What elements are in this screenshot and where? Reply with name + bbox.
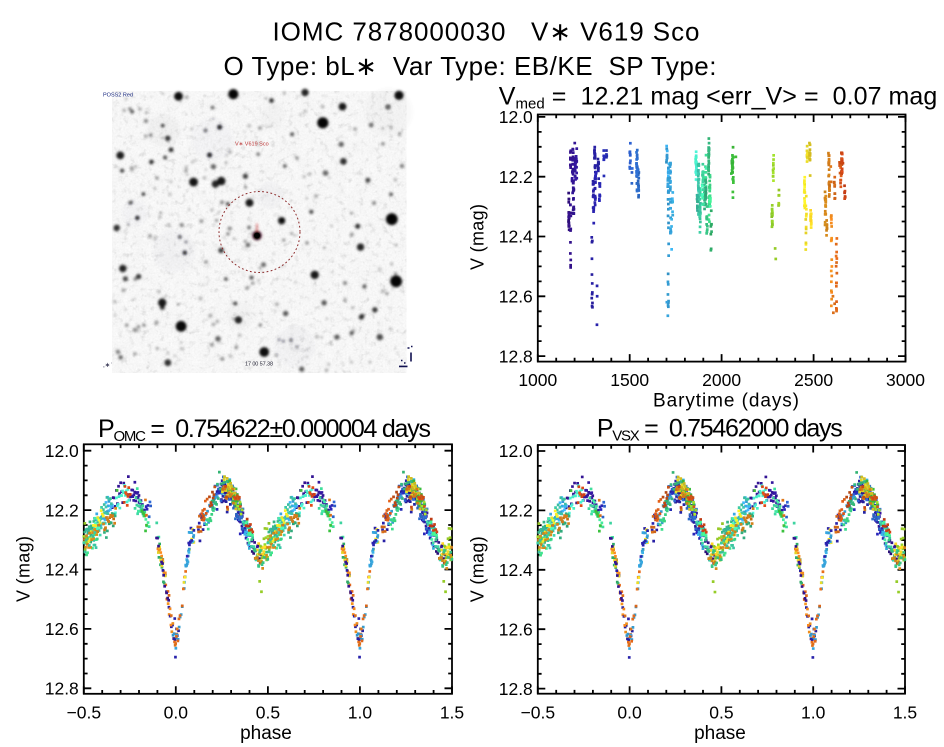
svg-text:12.4: 12.4 — [499, 560, 533, 580]
svg-text:12.2: 12.2 — [45, 500, 79, 520]
svg-text:−0.5: −0.5 — [67, 703, 102, 723]
svg-text:12.6: 12.6 — [499, 619, 533, 639]
svg-text:12.2: 12.2 — [499, 167, 533, 187]
svg-text:12.0: 12.0 — [499, 107, 533, 127]
svg-text:12.8: 12.8 — [45, 679, 79, 699]
svg-text:1.5: 1.5 — [440, 703, 464, 723]
svg-text:12.2: 12.2 — [499, 501, 533, 521]
svg-text:Barytime (days): Barytime (days) — [653, 391, 799, 412]
svg-text:1.5: 1.5 — [893, 703, 917, 723]
svg-text:phase: phase — [694, 723, 746, 744]
svg-text:2500: 2500 — [794, 370, 833, 390]
svg-text:IOMC 7878000030 V∗ V619 Sco: IOMC 7878000030 V∗ V619 Sco — [273, 17, 700, 47]
svg-text:0.5: 0.5 — [256, 703, 280, 723]
svg-text:12.8: 12.8 — [499, 346, 533, 366]
svg-text:0.0: 0.0 — [164, 703, 189, 723]
svg-text:12.0: 12.0 — [45, 441, 79, 461]
svg-text:V (mag): V (mag) — [14, 536, 34, 602]
svg-text:2000: 2000 — [702, 370, 741, 390]
svg-text:1.0: 1.0 — [801, 703, 826, 723]
svg-text:,∗ˈ: ,∗ˈ — [103, 361, 112, 369]
svg-text:12.8: 12.8 — [499, 679, 533, 699]
svg-text:phase: phase — [240, 723, 292, 744]
svg-text:12.4: 12.4 — [499, 227, 533, 247]
svg-text:0.0: 0.0 — [617, 703, 642, 723]
svg-text:12.6: 12.6 — [499, 287, 533, 307]
svg-text:1500: 1500 — [610, 370, 649, 390]
svg-text:0.5: 0.5 — [709, 703, 733, 723]
svg-text:12.4: 12.4 — [45, 560, 79, 580]
svg-text:Vmed = 12.21 mag <err_V> = 0: Vmed = 12.21 mag <err_V> = 0.07 mag — [499, 83, 938, 113]
svg-text:POMC = 0.754622±0.000004 days: POMC = 0.754622±0.000004 days — [98, 415, 431, 445]
svg-text:3000: 3000 — [886, 370, 925, 390]
svg-text:V∗ V619 Sco: V∗ V619 Sco — [235, 142, 269, 148]
svg-text:1000: 1000 — [518, 370, 557, 390]
svg-text:V (mag): V (mag) — [468, 204, 488, 270]
svg-text:O Type: bL∗ Var Type: EB/KE: O Type: bL∗ Var Type: EB/KE SP Type: — [224, 51, 717, 81]
svg-text:12.0: 12.0 — [499, 441, 533, 461]
svg-text:V (mag): V (mag) — [468, 536, 488, 602]
svg-text:1.0: 1.0 — [348, 703, 373, 723]
svg-text:POSS2 Red: POSS2 Red — [103, 93, 133, 99]
svg-text:17 00 57.38: 17 00 57.38 — [245, 362, 273, 368]
svg-text:12.6: 12.6 — [45, 619, 79, 639]
svg-text:−0.5: −0.5 — [521, 703, 556, 723]
svg-text:PVSX = 0.75462000 days: PVSX = 0.75462000 days — [597, 415, 843, 445]
